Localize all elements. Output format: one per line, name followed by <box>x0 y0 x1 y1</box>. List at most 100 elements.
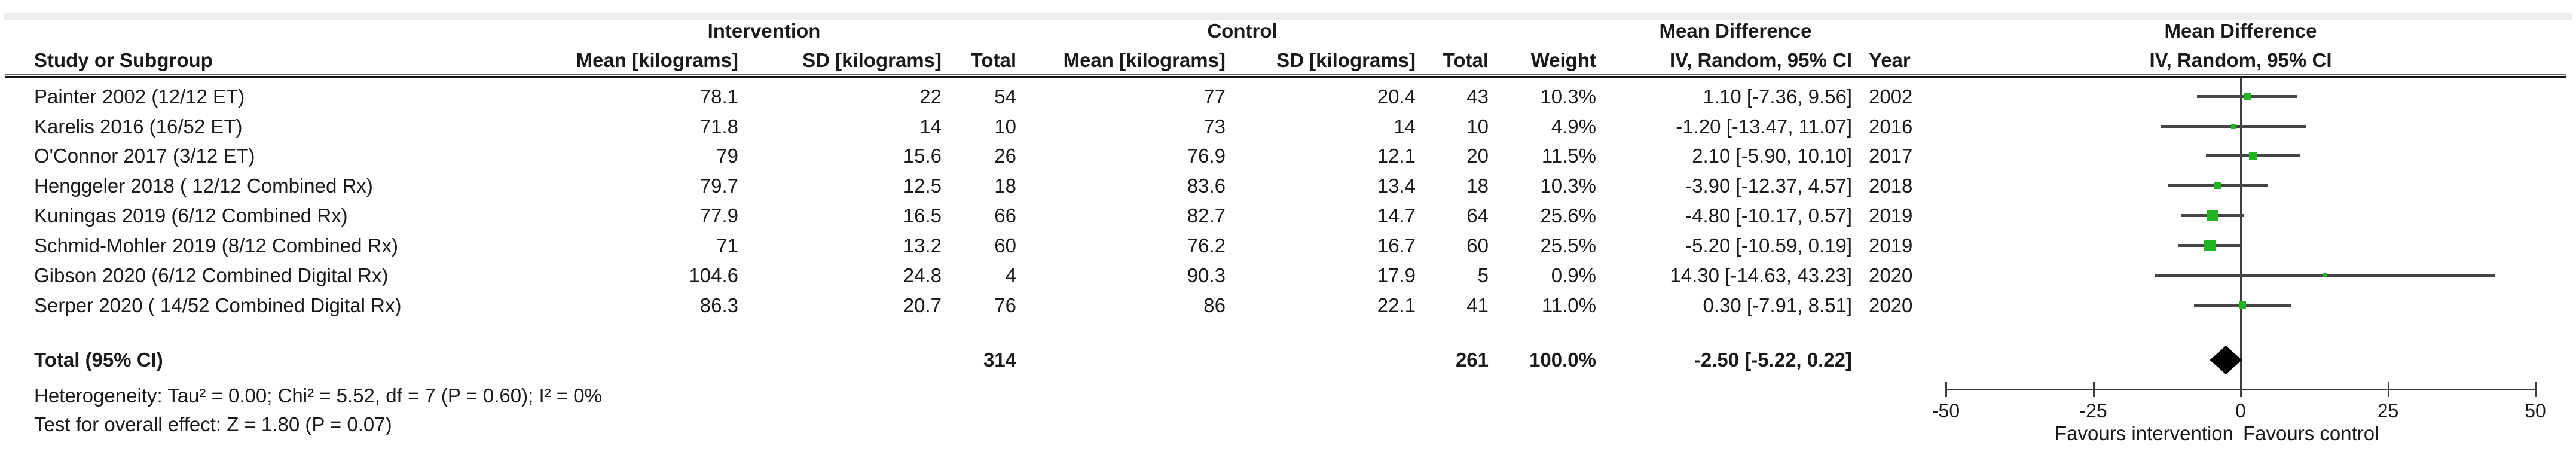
overall-effect-test: Test for overall effect: Z = 1.80 (P = 0… <box>34 413 392 435</box>
effect-marker <box>2231 124 2236 129</box>
cell-year: 2019 <box>1869 205 1913 227</box>
cell-c_total: 20 <box>1466 145 1489 167</box>
effect-marker <box>2214 182 2221 189</box>
summary-diamond <box>2210 346 2242 374</box>
cell-ci: 0.30 [-7.91, 8.51] <box>1703 294 1852 316</box>
cell-weight: 11.5% <box>1541 145 1596 167</box>
cell-ci: 1.10 [-7.36, 9.56] <box>1703 86 1852 108</box>
cell-c_total: 43 <box>1466 86 1489 108</box>
cell-c_total: 60 <box>1466 234 1489 257</box>
cell-year: 2020 <box>1869 264 1913 286</box>
cell-ci: 2.10 [-5.90, 10.10] <box>1692 145 1852 167</box>
cell-weight: 25.5% <box>1540 234 1596 257</box>
cell-ci: -3.90 [-12.37, 4.57] <box>1685 175 1852 197</box>
group-header-control: Control <box>1207 20 1278 42</box>
cell-ci: -4.80 [-10.17, 0.57] <box>1685 205 1852 227</box>
cell-i_mean: 104.6 <box>689 264 738 286</box>
cell-ci: 14.30 [-14.63, 43.23] <box>1670 264 1852 286</box>
cell-c_sd: 14.7 <box>1377 205 1416 227</box>
plot-header-ci: IV, Random, 95% CI <box>2149 49 2332 71</box>
cell-i_mean: 78.1 <box>699 86 738 108</box>
effect-marker <box>2323 273 2327 277</box>
cell-c_sd: 12.1 <box>1377 145 1416 167</box>
cell-i_total: 54 <box>994 86 1016 108</box>
cell-c_total: 5 <box>1477 264 1489 286</box>
column-header-mean-control: Mean [kilograms] <box>1063 49 1226 71</box>
cell-i_total: 66 <box>994 205 1016 227</box>
study-label: Serper 2020 ( 14/52 Combined Digital Rx) <box>34 294 402 316</box>
column-header-year: Year <box>1869 49 1911 71</box>
cell-c_total: 10 <box>1466 115 1489 138</box>
cell-weight: 0.9% <box>1551 264 1596 286</box>
total-weight: 100.0% <box>1529 349 1596 371</box>
cell-c_mean: 77 <box>1203 86 1226 108</box>
cell-weight: 4.9% <box>1551 115 1596 138</box>
cell-c_mean: 83.6 <box>1187 175 1226 197</box>
cell-i_mean: 86.3 <box>699 294 738 316</box>
cell-i_sd: 22 <box>919 86 942 108</box>
column-header-sd-intervention: SD [kilograms] <box>802 49 942 71</box>
cell-i_total: 18 <box>994 175 1016 197</box>
cell-c_mean: 76.2 <box>1187 234 1226 257</box>
axis-tick-label: 0 <box>2235 400 2246 422</box>
cell-ci: -5.20 [-10.59, 0.19] <box>1685 234 1852 257</box>
favours-right-label: Favours control <box>2243 422 2379 444</box>
effect-marker <box>2243 93 2251 100</box>
cell-i_total: 10 <box>994 115 1016 138</box>
cell-year: 2019 <box>1869 234 1913 257</box>
column-header-total-intervention: Total <box>970 49 1016 71</box>
total-intervention-n: 314 <box>983 349 1016 371</box>
effect-marker <box>2204 239 2216 251</box>
column-header-study: Study or Subgroup <box>34 49 213 71</box>
cell-c_mean: 86 <box>1203 294 1226 316</box>
cell-i_mean: 77.9 <box>699 205 738 227</box>
cell-c_sd: 14 <box>1394 115 1416 138</box>
favours-left-label: Favours intervention <box>2055 422 2233 444</box>
cell-i_total: 26 <box>994 145 1016 167</box>
cell-c_sd: 13.4 <box>1377 175 1416 197</box>
cell-c_sd: 20.4 <box>1377 86 1416 108</box>
cell-i_sd: 15.6 <box>903 145 942 167</box>
cell-c_mean: 76.9 <box>1187 145 1226 167</box>
cell-year: 2016 <box>1869 115 1913 138</box>
cell-year: 2017 <box>1869 145 1913 167</box>
cell-c_mean: 73 <box>1203 115 1226 138</box>
cell-c_total: 41 <box>1466 294 1489 316</box>
effect-marker <box>2249 151 2257 160</box>
cell-i_sd: 24.8 <box>903 264 942 286</box>
cell-weight: 10.3% <box>1540 86 1596 108</box>
cell-year: 2002 <box>1869 86 1913 108</box>
cell-i_total: 76 <box>994 294 1016 316</box>
study-label: Painter 2002 (12/12 ET) <box>34 86 245 108</box>
study-label: O'Connor 2017 (3/12 ET) <box>34 145 255 167</box>
cell-year: 2018 <box>1869 175 1913 197</box>
cell-c_sd: 17.9 <box>1377 264 1416 286</box>
heterogeneity-stats: Heterogeneity: Tau² = 0.00; Chi² = 5.52,… <box>34 384 602 407</box>
cell-c_sd: 16.7 <box>1377 234 1416 257</box>
study-label: Henggeler 2018 ( 12/12 Combined Rx) <box>34 175 373 197</box>
cell-c_total: 64 <box>1466 205 1489 227</box>
cell-i_mean: 71 <box>716 234 738 257</box>
cell-weight: 11.0% <box>1541 294 1596 316</box>
group-header-intervention: Intervention <box>707 20 821 42</box>
cell-i_mean: 79.7 <box>699 175 738 197</box>
effect-marker <box>2238 301 2246 309</box>
zero-line <box>2240 78 2242 390</box>
axis-tick-label: 50 <box>2525 400 2546 422</box>
cell-i_sd: 14 <box>919 115 942 138</box>
axis-tick-label: -50 <box>1932 400 1960 422</box>
study-label: Karelis 2016 (16/52 ET) <box>34 115 243 138</box>
cell-i_sd: 20.7 <box>903 294 942 316</box>
axis-tick <box>2387 382 2389 397</box>
cell-c_sd: 22.1 <box>1377 294 1416 316</box>
group-header-mean-difference: Mean Difference <box>1659 20 1812 42</box>
top-divider-band <box>4 13 2572 20</box>
effect-marker <box>2207 209 2219 221</box>
cell-c_mean: 90.3 <box>1187 264 1226 286</box>
total-ci-text: -2.50 [-5.22, 0.22] <box>1694 349 1852 371</box>
axis-tick <box>2535 382 2537 397</box>
plot-header-mean-difference: Mean Difference <box>2164 20 2317 42</box>
cell-year: 2020 <box>1869 294 1913 316</box>
cell-i_total: 60 <box>994 234 1016 257</box>
